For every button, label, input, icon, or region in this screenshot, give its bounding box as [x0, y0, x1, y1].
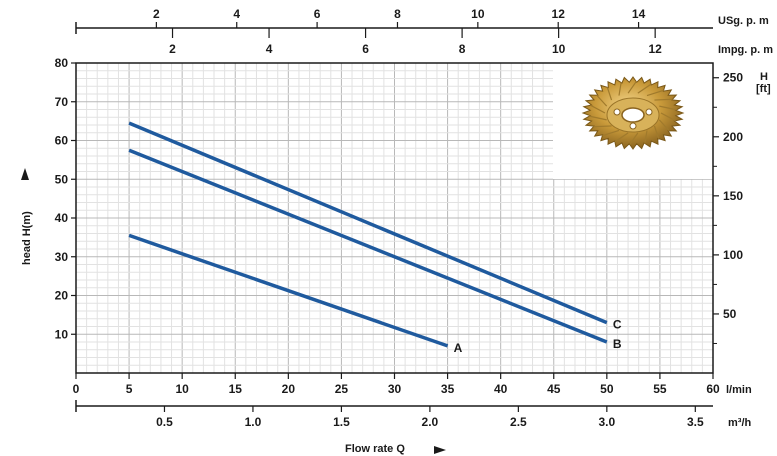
impeller-vane — [593, 125, 612, 128]
m3h-tick-label: 1.5 — [333, 415, 350, 429]
ft-tick-label: 150 — [723, 189, 743, 203]
y-tick-label: 30 — [55, 250, 69, 264]
ft-tick-label: 100 — [723, 248, 743, 262]
impgpm-tick-label: 4 — [266, 42, 273, 56]
usgpm-tick-label: 2 — [153, 7, 160, 21]
ft-tick-label: 50 — [723, 307, 737, 321]
curves: A BC — [128, 121, 622, 355]
impeller-vane — [653, 125, 660, 139]
m3h-label: m³/h — [728, 417, 752, 429]
y-tick-label: 20 — [55, 289, 69, 303]
curve-c — [128, 121, 608, 325]
x-tick-label: 5 — [126, 382, 133, 396]
impgpm-label: Impg. p. m — [718, 44, 773, 56]
curve-label-c: C — [613, 318, 622, 332]
x-tick-label: 15 — [229, 382, 243, 396]
impeller-vane — [627, 81, 637, 94]
x-tick-label: 20 — [282, 382, 296, 396]
impeller-vane — [660, 112, 676, 122]
impeller-vane — [659, 105, 677, 111]
x-unit-label: l/min — [726, 384, 752, 396]
y-tick-label: 60 — [55, 134, 69, 148]
y-tick-label: 80 — [55, 56, 69, 70]
usgpm-tick-label: 10 — [471, 7, 485, 21]
impeller-photo — [553, 63, 713, 179]
curve-a — [128, 233, 449, 348]
impgpm-tick-label: 10 — [552, 42, 566, 56]
m3h-tick-label: 2.0 — [422, 415, 439, 429]
y-tick-label: 40 — [55, 211, 69, 225]
impgpm-tick-label: 12 — [648, 42, 662, 56]
ft-label-unit: [ft] — [756, 83, 771, 95]
ft-tick-label: 250 — [723, 71, 743, 85]
usgpm-tick-label: 6 — [314, 7, 321, 21]
x-tick-label: 35 — [441, 382, 455, 396]
ft-label-h: H — [760, 71, 768, 83]
m3h-tick-label: 0.5 — [156, 415, 173, 429]
impgpm-tick-label: 6 — [362, 42, 369, 56]
x-tick-label: 10 — [175, 382, 189, 396]
x-tick-label: 30 — [388, 382, 402, 396]
x-tick-label: 25 — [335, 382, 349, 396]
usgpm-tick-label: 12 — [552, 7, 566, 21]
x-tick-label: 55 — [653, 382, 667, 396]
impeller-vane — [658, 119, 670, 132]
impeller-vane — [644, 130, 648, 144]
x-arrow-icon — [434, 446, 446, 454]
m3h-tick-label: 2.5 — [510, 415, 527, 429]
impeller-vane — [637, 83, 652, 94]
y-tick-label: 70 — [55, 95, 69, 109]
impeller-vane — [590, 104, 606, 114]
impeller-vane — [589, 115, 607, 121]
y-tick-label: 10 — [55, 327, 69, 341]
y-tick-label: 50 — [55, 172, 69, 186]
impeller-vane — [629, 132, 639, 145]
usgpm-label: USg. p. m — [718, 15, 769, 27]
x-tick-label: 50 — [600, 382, 614, 396]
x-tick-label: 45 — [547, 382, 561, 396]
impeller-vane — [614, 132, 629, 143]
impeller-vane — [654, 98, 673, 101]
impeller-vane — [602, 129, 620, 137]
impgpm-tick-label: 2 — [169, 42, 176, 56]
impeller-vane — [606, 87, 613, 101]
curve-label-a: A — [454, 341, 463, 355]
x-tick-label: 40 — [494, 382, 508, 396]
y-axis-label: head H(m) — [21, 211, 33, 265]
m3h-tick-label: 3.0 — [598, 415, 615, 429]
curve-label-b: B — [613, 337, 622, 351]
impeller-vane — [618, 82, 622, 96]
impeller-vane — [646, 89, 664, 97]
usgpm-tick-label: 4 — [233, 7, 240, 21]
x-tick-label: 60 — [706, 382, 720, 396]
impgpm-tick-label: 8 — [459, 42, 466, 56]
usgpm-tick-label: 14 — [632, 7, 646, 21]
usgpm-tick-label: 8 — [394, 7, 401, 21]
y-arrow-icon — [21, 168, 29, 180]
m3h-tick-label: 1.0 — [245, 415, 262, 429]
impeller-vane — [596, 94, 608, 107]
curve-b — [128, 148, 608, 344]
m3h-tick-label: 3.5 — [687, 415, 704, 429]
x-axis-label: Flow rate Q — [345, 443, 405, 455]
axis-labels: Flow rate Q head H(m) l/min USg. p. m Im… — [21, 15, 773, 455]
ft-tick-label: 200 — [723, 130, 743, 144]
x-tick-label: 0 — [73, 382, 80, 396]
